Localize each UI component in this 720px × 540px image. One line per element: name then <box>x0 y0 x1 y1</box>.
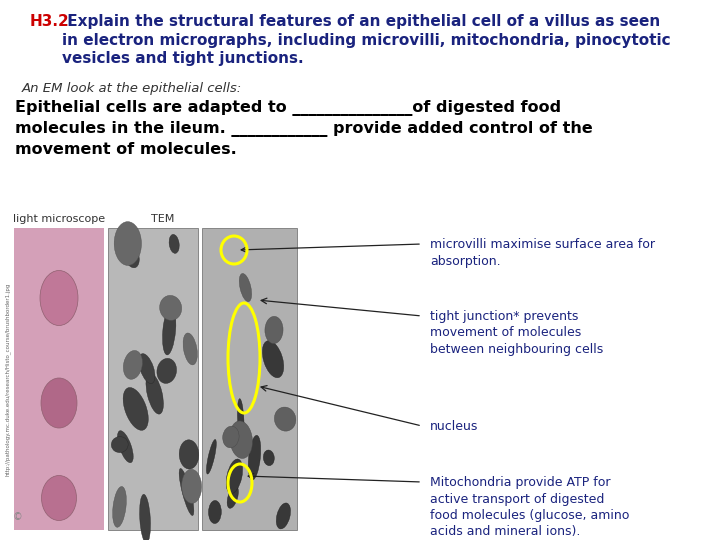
Text: http://pathology.mc.duke.edu/research/Histo_course/brushborder1.jpg: http://pathology.mc.duke.edu/research/Hi… <box>5 282 11 476</box>
Ellipse shape <box>123 388 148 430</box>
Ellipse shape <box>40 271 78 326</box>
Text: Explain the structural features of an epithelial cell of a villus as seen
in ele: Explain the structural features of an ep… <box>62 14 670 66</box>
Ellipse shape <box>179 440 199 469</box>
Ellipse shape <box>183 333 197 365</box>
Ellipse shape <box>139 354 155 383</box>
Ellipse shape <box>157 359 176 383</box>
Text: An EM look at the epithelial cells:: An EM look at the epithelial cells: <box>22 82 242 95</box>
Ellipse shape <box>42 476 76 521</box>
Ellipse shape <box>146 373 163 414</box>
Ellipse shape <box>140 494 150 540</box>
Text: ©: © <box>13 512 23 522</box>
Ellipse shape <box>209 501 221 523</box>
Ellipse shape <box>228 486 238 508</box>
Ellipse shape <box>207 440 216 474</box>
Ellipse shape <box>274 407 296 431</box>
Ellipse shape <box>160 295 181 320</box>
Ellipse shape <box>248 435 261 480</box>
Text: H3.2: H3.2 <box>30 14 70 29</box>
Bar <box>14 228 104 530</box>
Ellipse shape <box>228 472 235 490</box>
Ellipse shape <box>41 378 77 428</box>
Bar <box>108 228 198 530</box>
Ellipse shape <box>122 239 139 268</box>
Ellipse shape <box>123 350 143 379</box>
Text: Mitochondria provide ATP for
active transport of digested
food molecules (glucos: Mitochondria provide ATP for active tran… <box>430 476 629 538</box>
Text: Epithelial cells are adapted to _______________of digested food
molecules in the: Epithelial cells are adapted to ________… <box>15 100 593 157</box>
Text: TEM: TEM <box>151 214 175 224</box>
Ellipse shape <box>265 316 283 343</box>
Bar <box>202 228 297 530</box>
Ellipse shape <box>262 341 284 378</box>
Ellipse shape <box>112 436 128 453</box>
Text: microvilli maximise surface area for
absorption.: microvilli maximise surface area for abs… <box>430 238 655 267</box>
Ellipse shape <box>238 399 244 440</box>
Ellipse shape <box>117 431 133 463</box>
Ellipse shape <box>239 273 251 302</box>
Text: light microscope: light microscope <box>13 214 105 224</box>
Ellipse shape <box>264 450 274 465</box>
Text: tight junction* prevents
movement of molecules
between neighbouring cells: tight junction* prevents movement of mol… <box>430 310 603 356</box>
Ellipse shape <box>169 234 179 253</box>
Ellipse shape <box>179 469 194 516</box>
Ellipse shape <box>163 306 176 355</box>
Text: nucleus: nucleus <box>430 420 478 433</box>
Ellipse shape <box>230 421 253 458</box>
Ellipse shape <box>112 487 126 527</box>
Ellipse shape <box>276 503 290 529</box>
Ellipse shape <box>181 469 202 503</box>
Ellipse shape <box>114 221 141 266</box>
Ellipse shape <box>222 426 239 448</box>
Ellipse shape <box>226 459 243 494</box>
